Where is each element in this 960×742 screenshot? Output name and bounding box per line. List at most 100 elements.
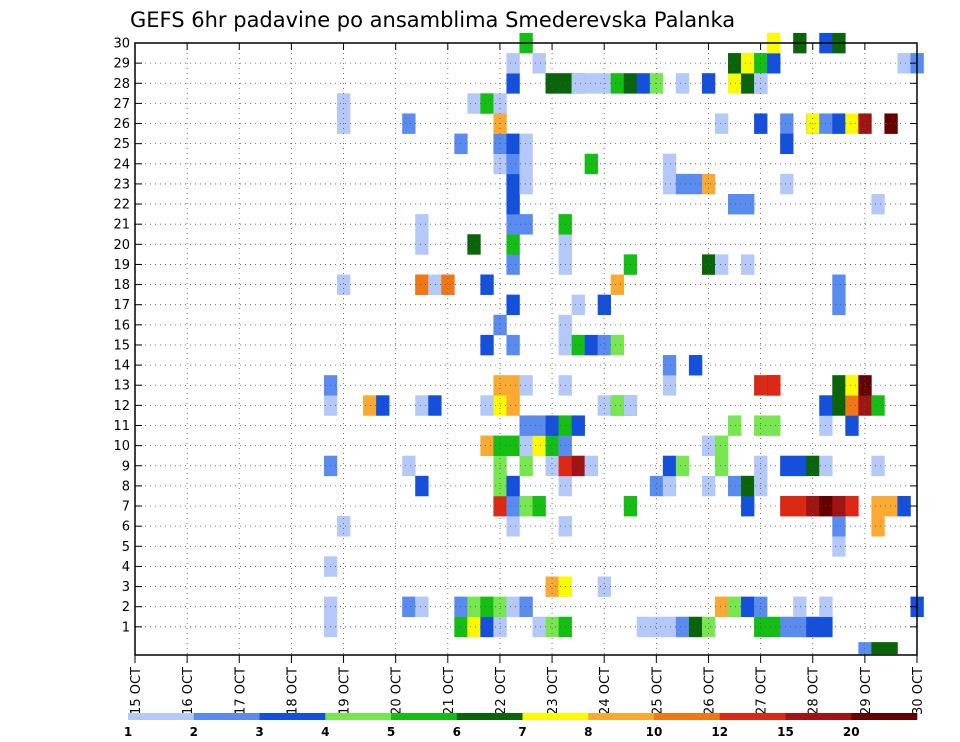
y-tick-label: 3 [122, 580, 130, 595]
y-tick-label: 29 [113, 57, 130, 72]
heatmap-cell [662, 616, 677, 638]
heatmap-cell [545, 576, 559, 597]
heatmap-cell [636, 616, 651, 638]
heatmap-cell [767, 616, 781, 638]
heatmap-cell [741, 254, 755, 275]
heatmap-cell [402, 113, 416, 134]
heatmap-cell [506, 73, 520, 94]
heatmap-cell [832, 395, 846, 416]
legend-tick-label: 5 [387, 725, 395, 739]
y-tick-label: 6 [122, 520, 130, 535]
heatmap-cell [506, 234, 520, 255]
heatmap-cell [480, 435, 494, 456]
heatmap-cell [467, 93, 481, 114]
y-tick-label: 18 [113, 278, 130, 293]
legend-tick-label: 6 [453, 725, 461, 739]
heatmap-cell [480, 596, 494, 618]
heatmap-cell [519, 435, 533, 456]
x-tick-label: 30 OCT [911, 667, 926, 715]
heatmap-cell [806, 616, 820, 638]
x-tick-label: 25 OCT [650, 667, 665, 715]
heatmap-cell [793, 455, 807, 477]
x-tick-label: 29 OCT [859, 667, 874, 715]
y-tick-label: 21 [113, 218, 130, 233]
heatmap-cell [884, 113, 898, 134]
heatmap-cell [636, 73, 651, 94]
heatmap-cell [649, 616, 664, 638]
legend-swatch [785, 713, 852, 720]
heatmap-cell [571, 334, 585, 356]
heatmap-cell [793, 495, 807, 517]
legend-tick-label: 3 [255, 725, 263, 739]
heatmap-cell [506, 435, 520, 456]
heatmap-cell [467, 616, 481, 638]
heatmap-cell [701, 254, 716, 275]
y-tick-label: 26 [113, 117, 130, 132]
x-tick-label: 28 OCT [807, 667, 822, 715]
y-tick-label: 7 [122, 500, 130, 515]
heatmap-cell [728, 415, 742, 436]
heatmap-cell [506, 596, 520, 618]
heatmap-cell [845, 113, 859, 134]
heatmap-cell [780, 173, 794, 195]
heatmap-cell [701, 435, 716, 456]
heatmap-cell [584, 153, 598, 175]
heatmap-cell [597, 334, 612, 356]
heatmap-cell [728, 73, 742, 94]
heatmap-cell [532, 616, 546, 638]
heatmap-cell [506, 153, 520, 175]
y-tick-label: 5 [122, 540, 130, 555]
legend-tick-label: 7 [518, 725, 526, 739]
heatmap-cell [871, 193, 885, 215]
x-tick-label: 26 OCT [702, 667, 717, 715]
heatmap-cell [897, 53, 911, 74]
heatmap-cell [480, 93, 494, 114]
heatmap-cell [506, 334, 520, 356]
heatmap-cell [767, 375, 781, 396]
heatmap-cell [506, 475, 520, 497]
y-tick-label: 25 [113, 137, 130, 152]
y-tick-label: 23 [113, 177, 130, 192]
heatmap-cell [376, 395, 390, 416]
legend-tick-label: 20 [843, 725, 860, 739]
heatmap-cell [441, 274, 455, 295]
heatmap-cell [714, 455, 729, 477]
heatmap-cell [337, 516, 351, 537]
heatmap-cell [532, 53, 546, 74]
y-tick-label: 13 [113, 379, 130, 394]
heatmap-cell [467, 596, 481, 618]
heatmap-cell [519, 375, 533, 396]
heatmap-cell [728, 53, 742, 74]
y-tick-label: 11 [113, 419, 130, 434]
heatmap-cell [545, 415, 559, 436]
y-tick-label: 2 [122, 600, 130, 615]
heatmap-cell [741, 475, 755, 497]
heatmap-cell [871, 395, 885, 416]
heatmap-cell [845, 395, 859, 416]
legend-tick-label: 12 [711, 725, 728, 739]
heatmap-cell [793, 596, 807, 618]
heatmap-cell [871, 495, 885, 517]
heatmap-cell [845, 495, 859, 517]
legend-swatch [128, 713, 195, 720]
heatmap-cell [662, 375, 677, 396]
legend-swatch [588, 713, 655, 720]
heatmap-cell [480, 395, 494, 416]
heatmap-cell [363, 395, 377, 416]
legend-swatch [851, 713, 918, 720]
heatmap-cell [584, 73, 598, 94]
heatmap-cell [506, 516, 520, 537]
heatmap-cell [832, 274, 846, 295]
heatmap-cell [506, 214, 520, 235]
heatmap-cell [832, 294, 846, 316]
x-tick-label: 20 OCT [390, 667, 405, 715]
x-tick-label: 22 OCT [494, 667, 509, 715]
y-tick-label: 14 [113, 359, 130, 374]
heatmap-cell [428, 395, 442, 416]
heatmap-cell [597, 576, 612, 597]
legend-tick-label: 4 [321, 725, 329, 739]
legend-tick-label: 10 [646, 725, 663, 739]
heatmap-cell [506, 53, 520, 74]
y-tick-label: 27 [113, 97, 130, 112]
